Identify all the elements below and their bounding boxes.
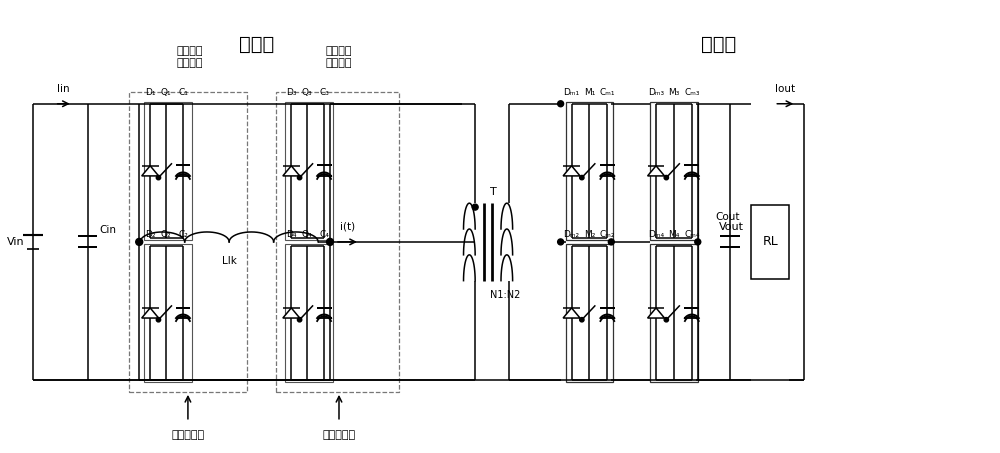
Circle shape (297, 175, 302, 180)
Text: M₄: M₄ (668, 230, 680, 239)
Polygon shape (283, 308, 300, 318)
Bar (566, 102, 613, 240)
Polygon shape (563, 166, 580, 176)
Text: Q₁: Q₁ (161, 88, 171, 97)
Circle shape (580, 318, 584, 322)
Circle shape (297, 318, 302, 322)
Text: 零电流开关: 零电流开关 (171, 430, 204, 440)
Circle shape (558, 239, 564, 245)
Polygon shape (142, 166, 159, 176)
Text: Dₘ₂: Dₘ₂ (563, 230, 580, 239)
Text: i(t): i(t) (340, 222, 355, 232)
Bar (129, 92, 247, 392)
Text: Vout: Vout (718, 222, 743, 232)
Bar (285, 244, 333, 382)
Bar (650, 102, 698, 240)
Text: Q₂: Q₂ (161, 230, 171, 239)
Text: D₂: D₂ (145, 230, 155, 239)
Bar (144, 102, 192, 240)
Text: D₁: D₁ (145, 88, 155, 97)
Polygon shape (648, 308, 664, 318)
Text: Iout: Iout (775, 84, 795, 94)
Circle shape (327, 238, 334, 246)
Text: Cout: Cout (715, 212, 740, 222)
Text: T: T (490, 187, 497, 197)
Bar (566, 244, 613, 382)
Bar (144, 244, 192, 382)
Circle shape (136, 238, 143, 246)
Circle shape (695, 239, 701, 245)
Text: Dₘ₃: Dₘ₃ (648, 88, 664, 97)
Text: C₂: C₂ (178, 230, 188, 239)
Text: Cₘ₁: Cₘ₁ (600, 88, 615, 97)
Text: N1:N2: N1:N2 (490, 289, 520, 299)
Text: 逆变桥: 逆变桥 (239, 34, 274, 53)
Circle shape (472, 204, 478, 210)
Circle shape (156, 318, 161, 322)
Circle shape (664, 318, 669, 322)
Text: Q₄: Q₄ (302, 230, 313, 239)
Text: D₃: D₃ (286, 88, 297, 97)
Bar (650, 244, 698, 382)
Text: 滞后桥臂
（右臂）: 滞后桥臂 （右臂） (326, 46, 352, 67)
Text: 整流桥: 整流桥 (701, 34, 736, 53)
Polygon shape (648, 166, 664, 176)
Text: Llk: Llk (222, 256, 237, 266)
Text: Q₃: Q₃ (302, 88, 313, 97)
Text: M₁: M₁ (584, 88, 595, 97)
Text: Cₘ₄: Cₘ₄ (684, 230, 700, 239)
Circle shape (156, 175, 161, 180)
Text: C₄: C₄ (319, 230, 329, 239)
Bar (285, 102, 333, 240)
Text: 超前桥臂
（左臂）: 超前桥臂 （左臂） (177, 46, 203, 67)
Circle shape (608, 239, 614, 245)
Text: C₁: C₁ (178, 88, 188, 97)
Text: Cin: Cin (99, 225, 116, 235)
Text: C₃: C₃ (319, 88, 329, 97)
Text: Vin: Vin (7, 237, 25, 247)
Text: M₂: M₂ (584, 230, 595, 239)
Text: RL: RL (762, 236, 778, 248)
Text: Cₘ₂: Cₘ₂ (600, 230, 615, 239)
Polygon shape (142, 308, 159, 318)
Circle shape (664, 175, 669, 180)
Circle shape (580, 175, 584, 180)
Bar (751, 205, 789, 279)
Text: 零电压开关: 零电压开关 (322, 430, 356, 440)
Text: Dₘ₄: Dₘ₄ (648, 230, 664, 239)
Bar (276, 92, 399, 392)
Text: Dₘ₁: Dₘ₁ (563, 88, 580, 97)
Polygon shape (283, 166, 300, 176)
Circle shape (558, 101, 564, 107)
Polygon shape (563, 308, 580, 318)
Text: D₄: D₄ (286, 230, 297, 239)
Text: Iin: Iin (57, 84, 70, 94)
Text: Cₘ₃: Cₘ₃ (684, 88, 700, 97)
Text: M₃: M₃ (668, 88, 680, 97)
